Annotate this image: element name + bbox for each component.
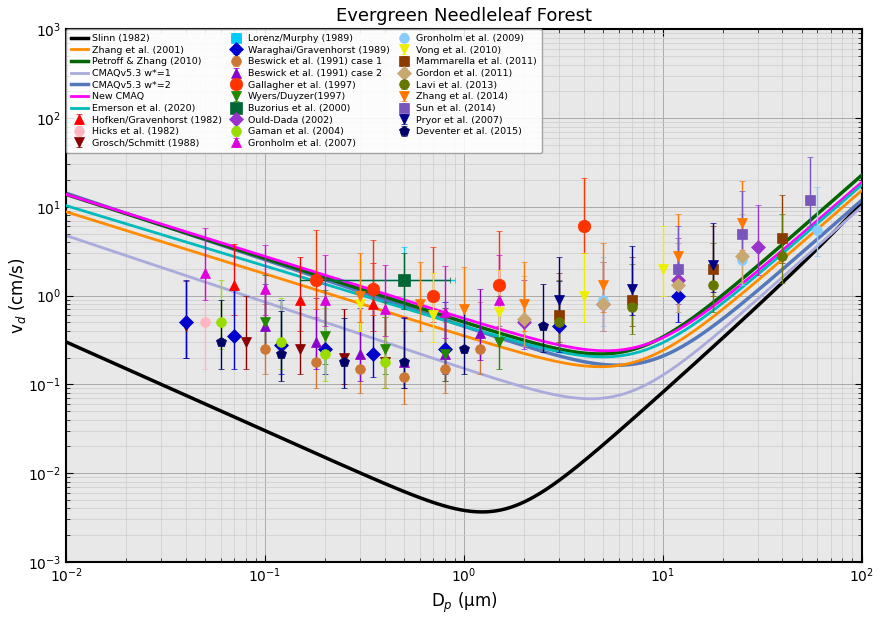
Legend: Slinn (1982), Zhang et al. (2001), Petroff & Zhang (2010), CMAQv5.3 w*=1, CMAQv5: Slinn (1982), Zhang et al. (2001), Petro… bbox=[66, 29, 542, 152]
Y-axis label: v$_d$ (cm/s): v$_d$ (cm/s) bbox=[7, 258, 28, 334]
Title: Evergreen Needleleaf Forest: Evergreen Needleleaf Forest bbox=[336, 7, 592, 25]
X-axis label: D$_p$ (μm): D$_p$ (μm) bbox=[431, 591, 497, 615]
